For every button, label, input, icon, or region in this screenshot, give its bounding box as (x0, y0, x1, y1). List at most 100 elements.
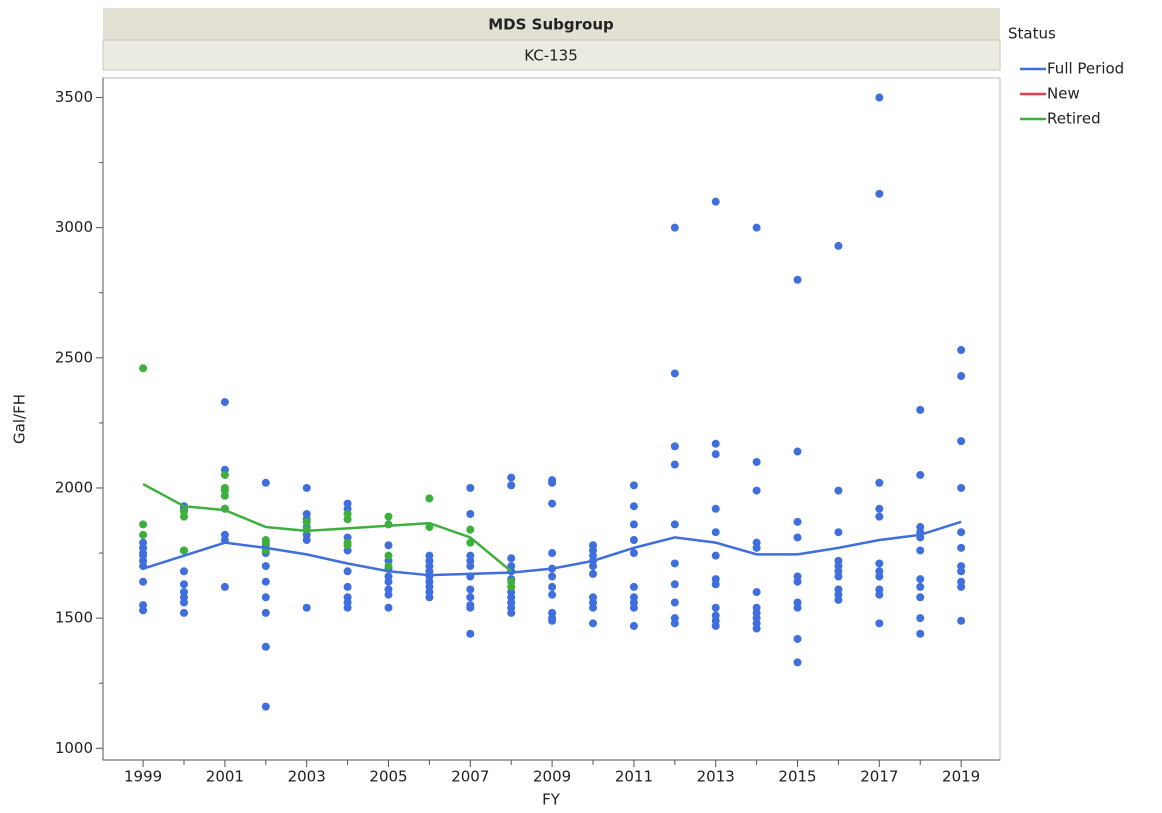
data-point (220, 491, 229, 500)
data-point (220, 582, 229, 591)
legend-label: Retired (1047, 110, 1101, 128)
data-point (629, 536, 638, 545)
data-point (343, 541, 352, 550)
data-point (711, 450, 720, 459)
legend-label: Full Period (1047, 60, 1124, 78)
data-point (711, 603, 720, 612)
data-point (384, 590, 393, 599)
x-tick-label: 2009 (533, 768, 571, 786)
data-point (548, 616, 557, 625)
data-point (507, 554, 516, 563)
data-point (302, 536, 311, 545)
data-point (548, 478, 557, 487)
data-point (220, 470, 229, 479)
data-point (548, 549, 557, 558)
data-point (793, 275, 802, 284)
data-point (875, 619, 884, 628)
data-point (711, 551, 720, 560)
data-point (629, 582, 638, 591)
y-tick-label: 1500 (55, 609, 93, 627)
data-point (670, 580, 679, 589)
data-point (834, 486, 843, 495)
data-point (793, 533, 802, 542)
data-point (916, 405, 925, 414)
data-point (384, 562, 393, 571)
group-title: MDS Subgroup (488, 16, 614, 34)
data-point (670, 520, 679, 529)
smoother-line (142, 482, 513, 573)
data-point (875, 572, 884, 581)
data-point (179, 567, 188, 576)
group-label: KC-135 (524, 47, 578, 65)
data-point (916, 470, 925, 479)
data-point (957, 528, 966, 537)
data-point (548, 499, 557, 508)
data-point (466, 629, 475, 638)
data-point (711, 580, 720, 589)
data-point (466, 562, 475, 571)
data-point (670, 442, 679, 451)
y-tick-label: 1000 (55, 739, 93, 757)
data-point (875, 93, 884, 102)
plot-area (102, 77, 1001, 761)
data-point (834, 595, 843, 604)
data-point (752, 223, 761, 232)
data-point (752, 486, 761, 495)
data-point (752, 457, 761, 466)
data-point (343, 567, 352, 576)
data-point (466, 525, 475, 534)
x-tick-label: 2015 (778, 768, 816, 786)
data-point (548, 590, 557, 599)
data-point (752, 624, 761, 633)
data-point (384, 603, 393, 612)
data-point (916, 582, 925, 591)
data-point (752, 588, 761, 597)
x-axis-label: FY (542, 791, 561, 809)
data-point (384, 551, 393, 560)
data-point (261, 593, 270, 602)
data-point (466, 585, 475, 594)
data-point (629, 481, 638, 490)
data-point (916, 629, 925, 638)
x-tick-label: 2001 (206, 768, 244, 786)
data-point (629, 621, 638, 630)
data-point (711, 197, 720, 206)
group-header (103, 8, 1000, 40)
x-tick-label: 2013 (697, 768, 735, 786)
data-point (302, 483, 311, 492)
data-point (793, 634, 802, 643)
data-point (466, 593, 475, 602)
data-point (834, 572, 843, 581)
data-point (875, 504, 884, 513)
legend-label: New (1047, 85, 1080, 103)
data-point (916, 575, 925, 584)
data-point (261, 577, 270, 586)
data-point (589, 603, 598, 612)
data-point (875, 559, 884, 568)
data-point (548, 572, 557, 581)
data-point (343, 603, 352, 612)
data-point (957, 582, 966, 591)
data-point (507, 481, 516, 490)
data-point (507, 473, 516, 482)
data-point (670, 369, 679, 378)
data-point (466, 510, 475, 519)
data-point (875, 478, 884, 487)
data-point (139, 520, 148, 529)
data-point (793, 577, 802, 586)
data-point (261, 642, 270, 651)
data-point (793, 603, 802, 612)
y-tick-label: 3000 (55, 218, 93, 236)
data-point (875, 590, 884, 599)
data-point (711, 504, 720, 513)
data-point (179, 608, 188, 617)
data-point (548, 582, 557, 591)
data-point (670, 559, 679, 568)
data-point (261, 608, 270, 617)
data-point (670, 598, 679, 607)
data-point (834, 528, 843, 537)
data-point (466, 483, 475, 492)
data-point (179, 512, 188, 521)
data-point (957, 437, 966, 446)
